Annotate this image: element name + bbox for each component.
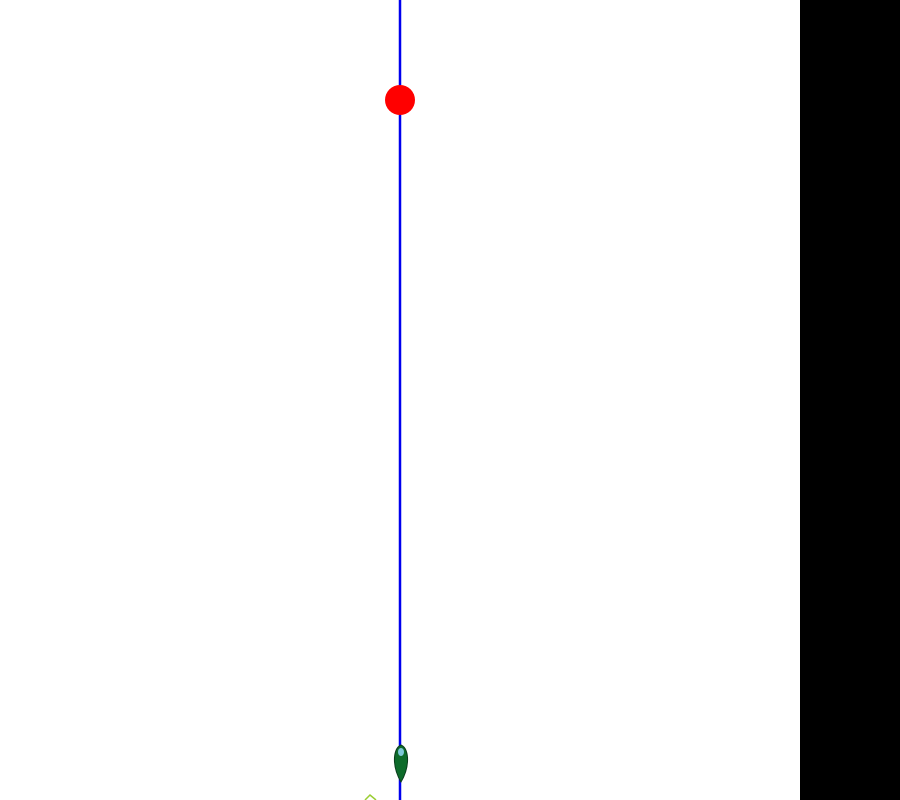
playfield[interactable]: [0, 0, 800, 800]
game-scene: [0, 0, 800, 800]
player-ship-icon: [393, 744, 409, 783]
debris-icon: [364, 793, 377, 800]
target-dot-icon: [385, 85, 415, 115]
side-panel: [800, 0, 900, 800]
